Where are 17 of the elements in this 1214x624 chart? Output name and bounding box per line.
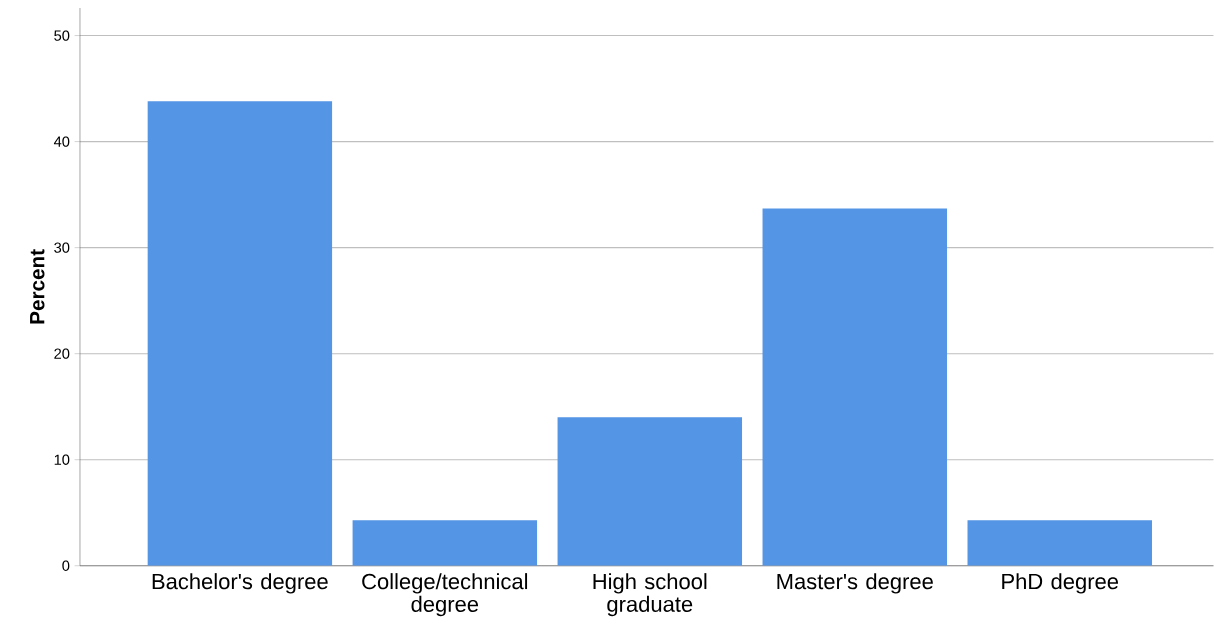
bar <box>352 520 538 566</box>
y-tick-label: 40 <box>53 136 70 147</box>
x-tick-label: Bachelor's degree <box>152 573 328 594</box>
y-tick-label: 10 <box>54 454 70 466</box>
y-tick-label: 50 <box>54 30 70 41</box>
x-tick-label: College/technical degree <box>362 573 528 617</box>
y-tick-label: 30 <box>54 242 70 253</box>
y-tick-label: 0 <box>62 560 70 572</box>
x-tick-label: High school graduate <box>593 573 707 617</box>
bar <box>762 208 948 566</box>
x-tick-label: PhD degree <box>1002 573 1119 594</box>
y-axis-title: Percent <box>30 249 45 324</box>
bar <box>967 520 1152 566</box>
bar <box>147 101 333 566</box>
bar <box>557 417 743 566</box>
y-tick-label: 20 <box>54 348 70 359</box>
x-tick-label: Master's degree <box>777 573 933 594</box>
